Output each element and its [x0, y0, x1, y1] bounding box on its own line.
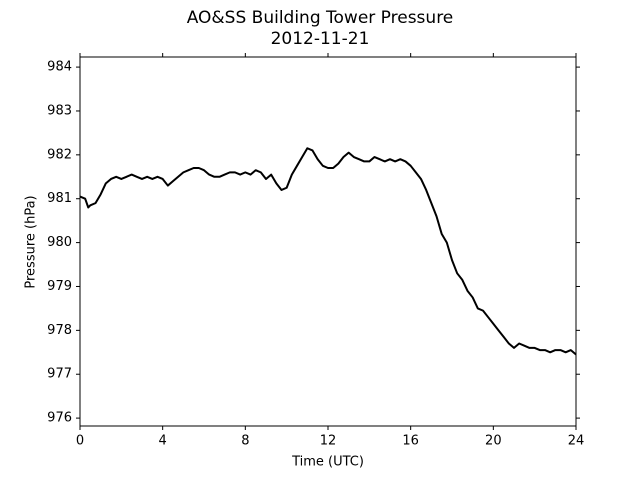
y-tick-label: 977: [47, 367, 72, 382]
x-tick-label: 20: [485, 434, 502, 449]
x-tick-label: 8: [241, 434, 249, 449]
y-axis-label: Pressure (hPa): [24, 195, 39, 288]
x-tick-label: 16: [402, 434, 419, 449]
y-tick-label: 984: [47, 60, 72, 75]
x-tick-label: 4: [159, 434, 167, 449]
y-tick-label: 983: [47, 103, 72, 118]
data-line: [79, 147, 577, 356]
x-tick-label: 24: [568, 434, 585, 449]
y-tick-label: 978: [47, 323, 72, 338]
y-tick-label: 976: [47, 411, 72, 426]
y-tick-label: 979: [47, 279, 72, 294]
x-tick-label: 0: [76, 434, 84, 449]
chart-subtitle: 2012-11-21: [271, 29, 370, 49]
x-axis-label: Time (UTC): [291, 455, 364, 470]
y-tick-label: 981: [47, 191, 72, 206]
y-tick-label: 982: [47, 147, 72, 162]
plot-frame: [79, 56, 577, 427]
x-tick-label: 12: [320, 434, 337, 449]
y-tick-label: 980: [47, 235, 72, 250]
chart-title: AO&SS Building Tower Pressure: [187, 8, 454, 28]
